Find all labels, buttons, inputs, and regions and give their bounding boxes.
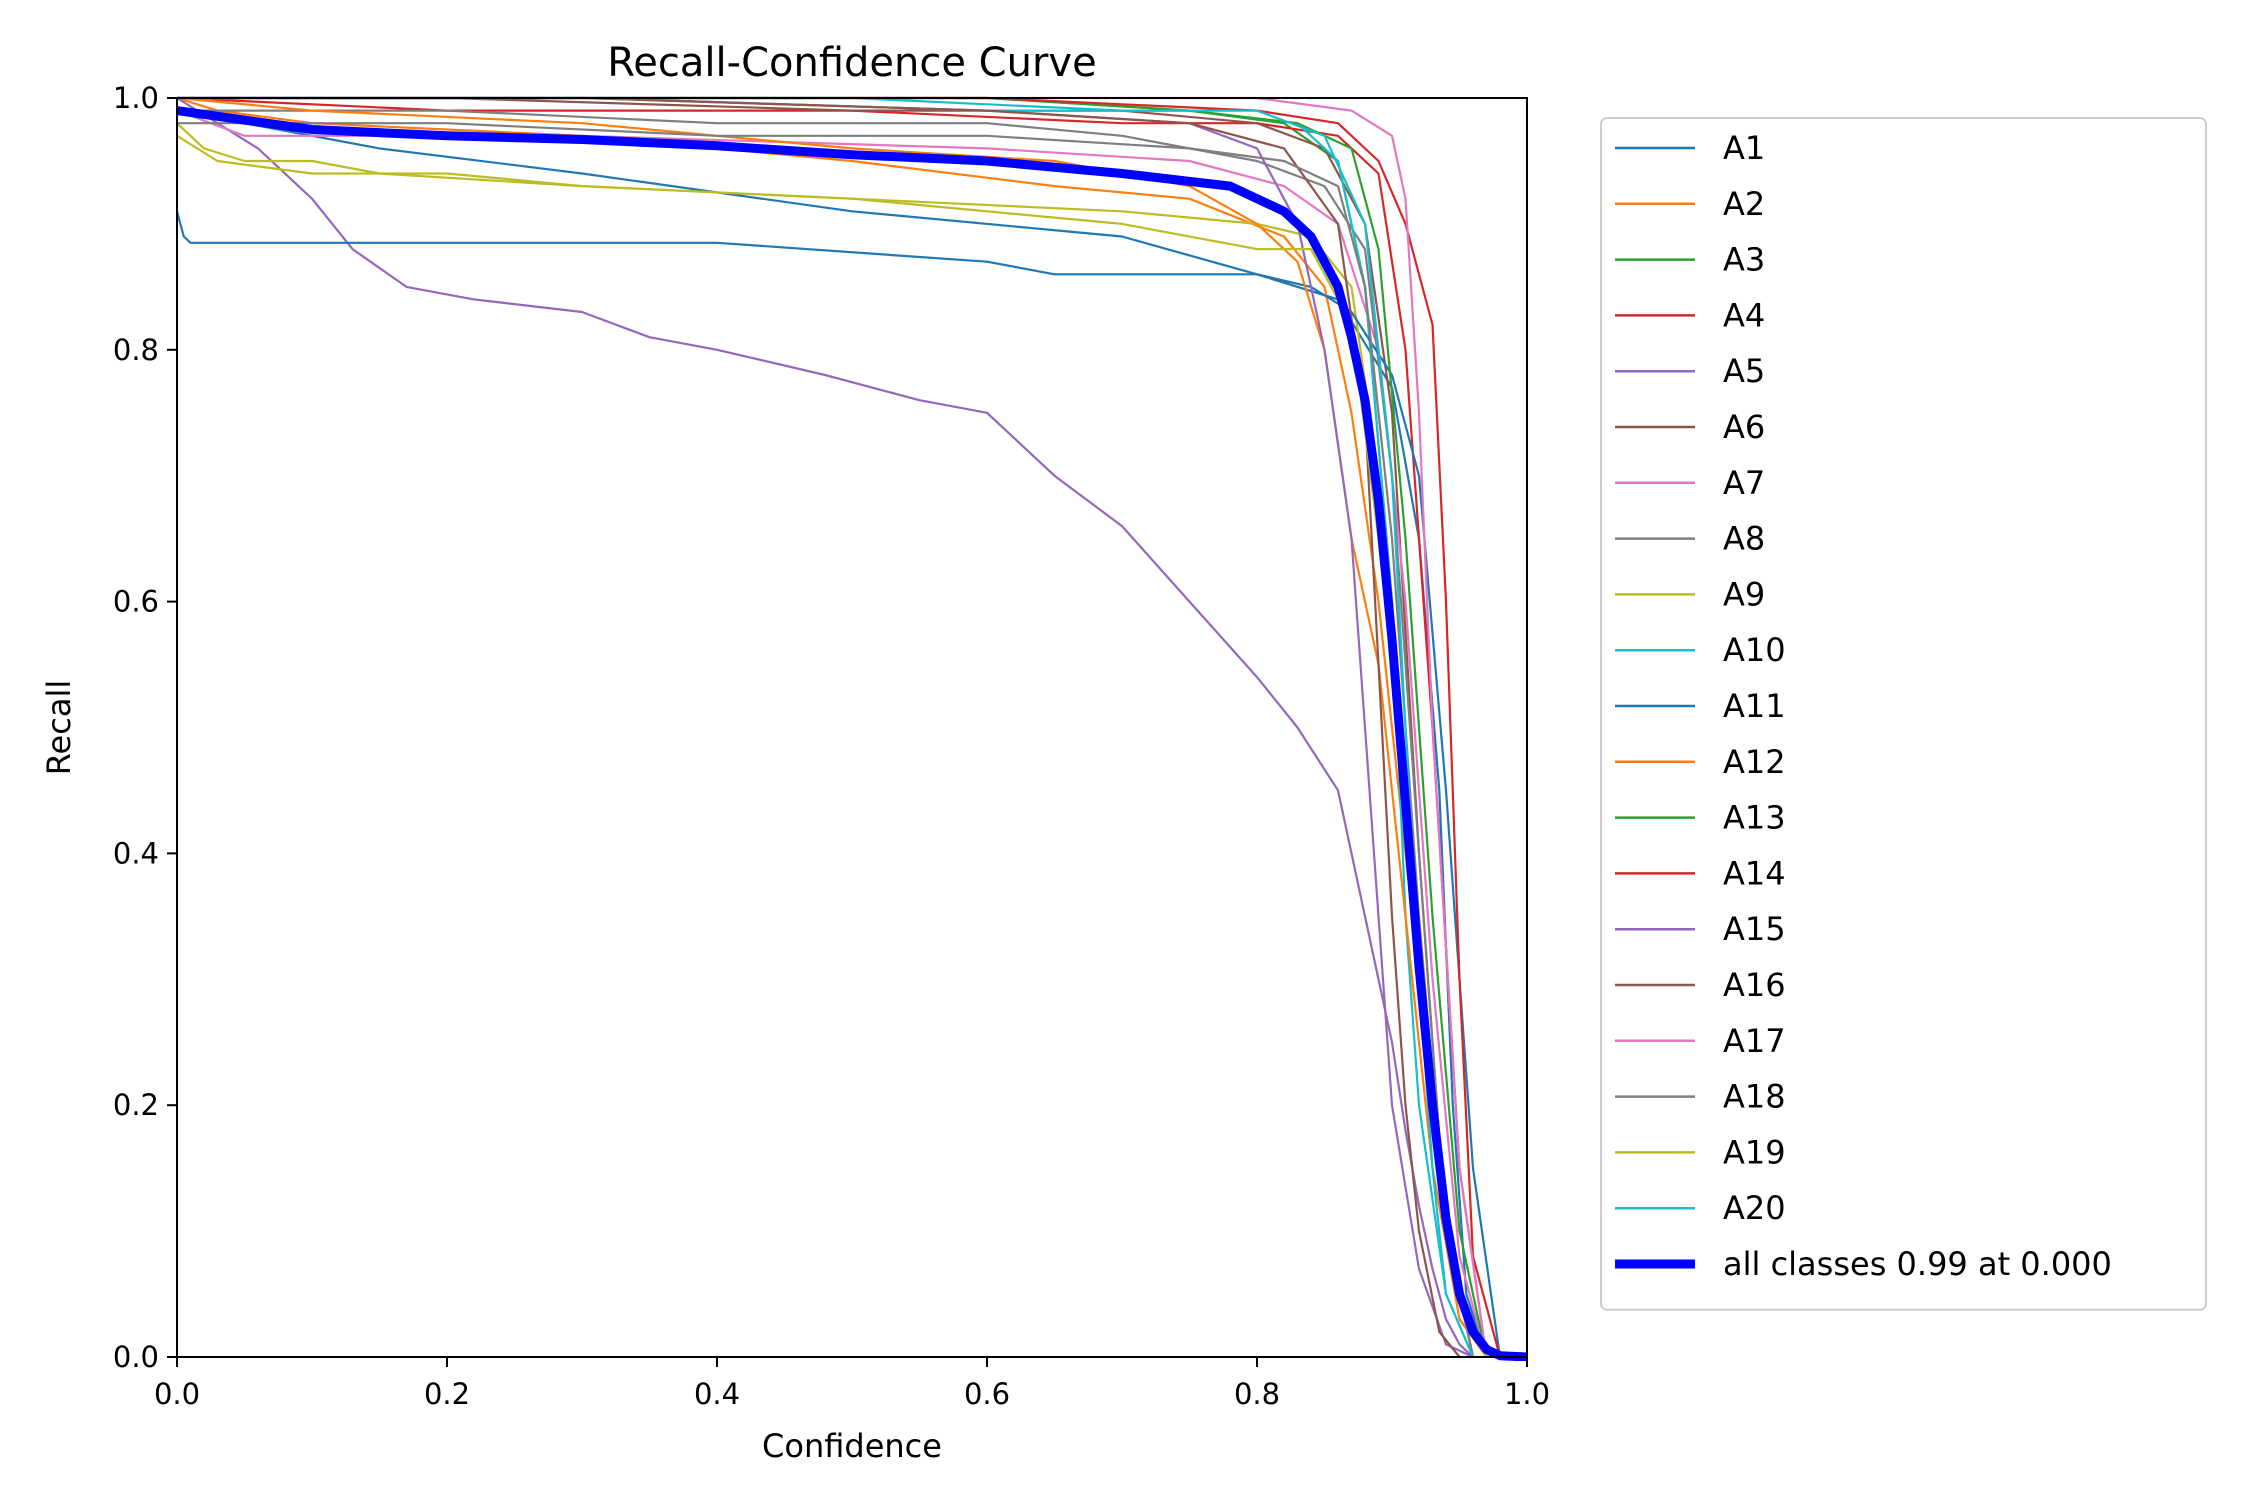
legend-label: A14	[1723, 854, 1786, 892]
legend-label: A9	[1723, 575, 1765, 613]
series-line-all-classes	[177, 106, 1527, 1361]
series-line-a8	[177, 109, 1475, 1358]
legend-label: A5	[1723, 352, 1765, 390]
y-tick-label: 1.0	[113, 81, 159, 115]
legend-label: A7	[1723, 464, 1765, 502]
x-tick-label: 0.4	[694, 1377, 740, 1411]
axes-frame	[176, 97, 1528, 1358]
x-tick-label: 0.0	[154, 1377, 200, 1411]
y-axis-label: Recall	[40, 680, 78, 775]
series-line-a1	[177, 109, 1488, 1358]
legend-label: A17	[1723, 1022, 1786, 1060]
x-axis-label: Confidence	[762, 1427, 942, 1465]
series-line-a11	[177, 211, 1502, 1358]
series-line-a12	[177, 96, 1488, 1358]
x-axis: 0.0 0.2 0.4 0.6 0.8 1.0	[154, 1357, 1550, 1411]
chart-title: Recall-Confidence Curve	[607, 40, 1096, 86]
legend-label: A3	[1723, 241, 1765, 279]
legend-box	[1600, 117, 2207, 1311]
legend-label: A12	[1723, 743, 1786, 781]
legend-label: A4	[1723, 296, 1765, 334]
x-tick-label: 0.2	[424, 1377, 470, 1411]
x-tick-label: 0.8	[1234, 1377, 1280, 1411]
legend-label: A6	[1723, 408, 1765, 446]
legend-label: A18	[1723, 1078, 1786, 1116]
legend-label: A19	[1723, 1133, 1786, 1171]
legend-label: A10	[1723, 631, 1786, 669]
legend-label: A2	[1723, 185, 1765, 223]
x-tick-label: 1.0	[1504, 1377, 1550, 1411]
legend-label: A16	[1723, 966, 1786, 1004]
y-tick-label: 0.0	[113, 1340, 159, 1374]
legend-label: A13	[1723, 799, 1786, 837]
legend-label: all classes 0.99 at 0.000	[1723, 1245, 2112, 1283]
legend-label: A11	[1723, 687, 1786, 725]
x-tick-label: 0.6	[964, 1377, 1010, 1411]
legend: A1 A2 A3 A4 A5 A6 A7 A8 A9 A10 A11 A12 A13 A14 A15 A16 A…	[1600, 117, 2207, 1311]
y-axis: 0.0 0.2 0.4 0.6 0.8 1.0	[113, 81, 177, 1374]
legend-label: A1	[1723, 129, 1765, 167]
y-tick-label: 0.2	[113, 1088, 159, 1122]
legend-label: A20	[1723, 1189, 1786, 1227]
y-tick-label: 0.6	[113, 585, 159, 619]
y-tick-label: 0.4	[113, 836, 159, 870]
y-tick-label: 0.8	[113, 333, 159, 367]
legend-label: A15	[1723, 910, 1786, 948]
legend-label: A8	[1723, 520, 1765, 558]
